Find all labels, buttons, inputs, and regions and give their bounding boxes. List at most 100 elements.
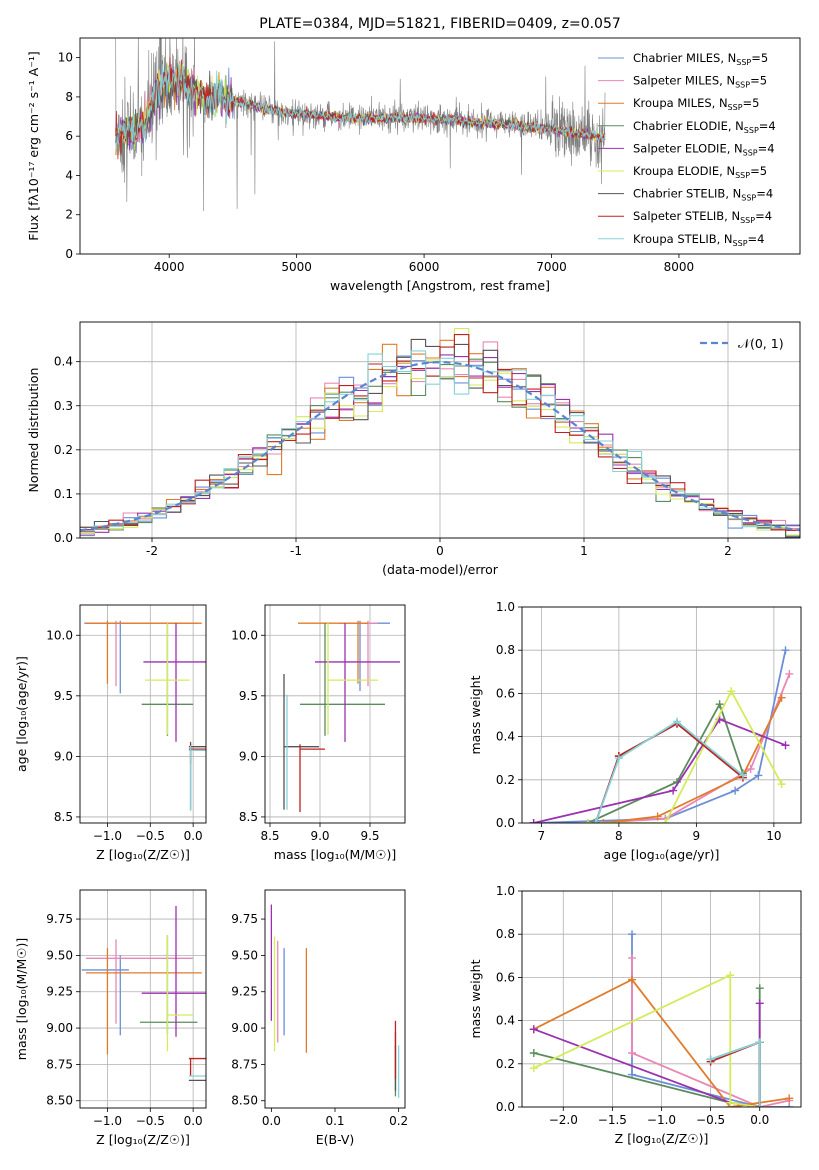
y-tick-label: 8.50 xyxy=(46,1094,73,1108)
x-tick-label: 6000 xyxy=(409,260,440,274)
x-tick-label: 9.5 xyxy=(360,829,379,843)
y-tick-label: 9.5 xyxy=(239,689,258,703)
mass-weight-marker xyxy=(726,971,735,980)
mass-weight-marker xyxy=(661,819,670,823)
mass-weight-marker xyxy=(529,1049,538,1057)
mass-weight-marker xyxy=(754,771,763,780)
x-tick-label: −1.0 xyxy=(93,1114,122,1128)
mass-weight-marker xyxy=(777,693,786,702)
x-tick-label: 5000 xyxy=(281,260,312,274)
mass-weight-marker xyxy=(726,1098,735,1107)
mass-weight-marker xyxy=(583,819,592,823)
x-tick-label: 0.0 xyxy=(184,1114,203,1128)
x-axis-label: mass [log₁₀(M/M☉)] xyxy=(274,847,396,862)
mass-weight-marker xyxy=(599,819,608,823)
histogram-axes: -2 -1 0 1 2 0.0 0.1 0.2 0.3 0.4 (data-model)/error… xyxy=(26,321,801,577)
x-axis-label: Z [log₁₀(Z/Z☉)] xyxy=(615,1131,709,1146)
y-axis-label: Normed distribution xyxy=(26,368,41,493)
y-tick-label: 0.0 xyxy=(496,1100,515,1114)
mass-weight-line xyxy=(533,973,760,1107)
mass-weight-marker xyxy=(673,717,681,726)
y-tick-label: 9.75 xyxy=(46,912,73,926)
x-tick-label: 2 xyxy=(724,544,732,558)
x-tick-label: 1 xyxy=(580,544,588,558)
y-tick-label: 9.00 xyxy=(46,1021,73,1035)
mass-vs-z-axes: −1.0 −0.5 0.0 8.50 8.75 9.00 9.25 9.50 9.75 Z [lo… xyxy=(14,889,207,1147)
mass-weight-marker xyxy=(529,819,538,823)
mass-weight-marker xyxy=(529,1064,538,1073)
mass-weight-line xyxy=(594,722,744,823)
x-tick-label: 10 xyxy=(766,829,781,843)
mass-weight-marker xyxy=(781,741,790,750)
mass-weight-marker xyxy=(738,771,747,780)
plot-area xyxy=(115,38,606,212)
x-tick-label: 0.2 xyxy=(389,1114,408,1128)
mass-weight-marker xyxy=(715,700,724,709)
mass-weight-line xyxy=(587,701,744,823)
mass-weight-line xyxy=(594,722,744,823)
y-axis-label: Flux [fλ10⁻¹⁷ erg cm⁻² s⁻¹ A⁻¹] xyxy=(26,51,41,240)
chart-title: PLATE=0384, MJD=51821, FIBERID=0409, z=0… xyxy=(259,16,621,32)
x-axis-label: wavelength [Angstrom, rest frame] xyxy=(330,278,550,293)
axes-frame xyxy=(79,37,801,255)
x-tick-label: 4000 xyxy=(154,260,185,274)
x-tick-label: 9.0 xyxy=(310,829,329,843)
y-tick-label: 9.75 xyxy=(231,912,258,926)
x-axis-label: Z [log₁₀(Z/Z☉)] xyxy=(96,847,190,862)
x-tick-label: −1.0 xyxy=(647,1113,676,1127)
mass-weight-marker xyxy=(614,754,623,763)
y-tick-label: 0.4 xyxy=(54,355,73,369)
mass-weight-marker xyxy=(781,646,790,655)
mass-weight-marker xyxy=(755,1038,764,1047)
y-tick-label: 8 xyxy=(65,90,73,104)
x-tick-label: 0.0 xyxy=(184,829,203,843)
y-axis-label: mass [log₁₀(M/M☉)] xyxy=(14,938,29,1060)
mass-vs-ebv-axes: 0.0 0.1 0.2 8.50 8.75 9.00 9.25 9.50 9.75 E(B-V) xyxy=(231,889,408,1147)
x-axis-label: Z [log₁₀(Z/Z☉)] xyxy=(96,1132,190,1147)
x-tick-label: -2 xyxy=(146,544,158,558)
x-tick-label: 8 xyxy=(615,829,623,843)
y-tick-label: 9.00 xyxy=(231,1021,258,1035)
spectrum-legend: Chabrier MILES, NSSP=5 Salpeter MILES, NS… xyxy=(598,51,776,248)
mass-weight-marker xyxy=(628,975,637,984)
y-tick-label: 0.6 xyxy=(496,970,515,984)
mass-weight-marker xyxy=(777,780,786,789)
y-axis-label: mass weight xyxy=(468,959,483,1038)
x-tick-label: −1.5 xyxy=(598,1113,627,1127)
mass-weight-marker xyxy=(653,812,662,821)
y-tick-label: 9.25 xyxy=(46,985,73,999)
y-tick-label: 8.50 xyxy=(231,1094,258,1108)
x-tick-label: 0.0 xyxy=(262,1114,281,1128)
x-tick-label: 0 xyxy=(436,544,444,558)
y-tick-label: 10.0 xyxy=(46,628,73,642)
mass-weight-vs-age-axes: 7 8 9 10 0.0 0.2 0.4 0.6 0.8 1.0 age [log₁₀(age/yr… xyxy=(468,600,802,862)
axes-frame xyxy=(79,889,207,1109)
observed-spectrum xyxy=(115,38,606,212)
y-tick-label: 0.0 xyxy=(496,816,515,830)
x-axis-label: age [log₁₀(age/yr)] xyxy=(604,847,720,862)
mass-weight-marker xyxy=(529,1025,538,1034)
y-tick-label: 0.4 xyxy=(496,730,515,744)
y-tick-label: 10.0 xyxy=(231,628,258,642)
mass-weight-marker xyxy=(727,687,736,696)
legend-label: Kroupa STELIB, NSSP=4 xyxy=(633,232,764,248)
mass-weight-marker xyxy=(755,999,764,1008)
legend-label: Chabrier ELODIE, NSSP=4 xyxy=(633,119,776,135)
x-tick-label: −1.0 xyxy=(93,829,122,843)
axes-frame xyxy=(521,606,802,824)
plot-area xyxy=(80,327,800,538)
legend-label: Chabrier STELIB, NSSP=4 xyxy=(633,187,773,203)
y-tick-label: 0.3 xyxy=(54,399,73,413)
y-tick-label: 4 xyxy=(65,168,73,182)
axes-frame xyxy=(521,890,802,1108)
x-tick-label: -1 xyxy=(290,544,302,558)
y-tick-label: 9.0 xyxy=(239,749,258,763)
y-tick-label: 6 xyxy=(65,129,73,143)
y-axis-label: age [log₁₀(age/yr)] xyxy=(14,656,29,772)
x-tick-label: −2.0 xyxy=(549,1113,578,1127)
y-tick-label: 9.5 xyxy=(54,689,73,703)
y-tick-label: 0.0 xyxy=(54,531,73,545)
mass-weight-marker xyxy=(628,930,637,939)
plot-area xyxy=(84,620,206,811)
